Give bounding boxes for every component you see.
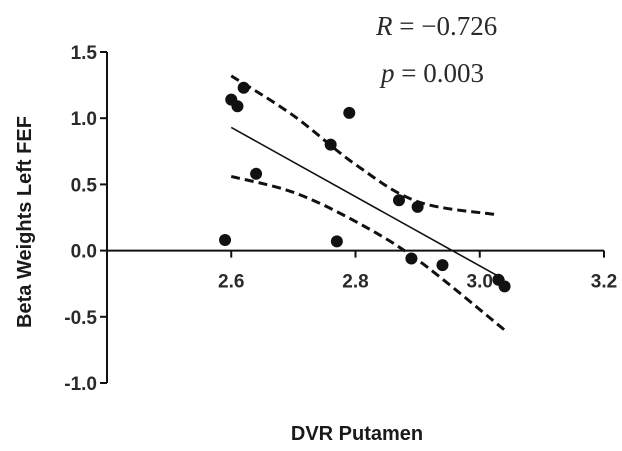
data-point — [498, 280, 511, 293]
p-variable: p — [379, 58, 395, 88]
data-point — [392, 194, 405, 207]
p-statistic: p = 0.003 — [379, 58, 484, 88]
r-variable: R — [375, 11, 393, 41]
data-point — [405, 252, 418, 265]
x-tick-label: 3.0 — [467, 272, 493, 293]
axes — [106, 52, 604, 383]
p-value: = 0.003 — [395, 58, 484, 88]
data-point — [237, 81, 250, 94]
x-tick-label: 2.8 — [342, 272, 368, 293]
y-tick-label: 1.5 — [71, 43, 98, 64]
x-axis-title: DVR Putamen — [291, 423, 423, 445]
x-tick-label: 2.6 — [218, 272, 244, 293]
r-value: = −0.726 — [393, 11, 498, 41]
ci-lower-line — [230, 175, 506, 332]
data-point — [324, 138, 337, 151]
confidence-bands — [230, 74, 506, 332]
data-point — [436, 259, 449, 272]
ci-upper-line — [230, 74, 499, 217]
y-tick-label: 1.0 — [71, 109, 97, 130]
x-ticks: 2.6 2.8 3.0 3.2 — [218, 250, 617, 293]
r-statistic: R = −0.726 — [375, 11, 497, 41]
y-tick-label: 0.0 — [71, 242, 97, 263]
data-point — [411, 200, 424, 213]
y-axis-title: Beta Weights Left FEF — [14, 116, 36, 328]
regression-line — [230, 126, 505, 281]
y-tick-label: -0.5 — [64, 308, 97, 329]
data-point — [343, 106, 356, 119]
data-point — [219, 234, 232, 247]
data-point — [250, 167, 263, 180]
x-tick-label: 3.2 — [591, 272, 617, 293]
y-ticks: 1.5 1.0 0.5 0.0 -0.5 -1.0 — [64, 43, 107, 395]
data-point — [330, 235, 343, 248]
y-tick-label: 0.5 — [71, 175, 98, 196]
data-point — [231, 100, 244, 113]
y-tick-label: -1.0 — [64, 374, 97, 395]
data-points — [219, 81, 511, 293]
